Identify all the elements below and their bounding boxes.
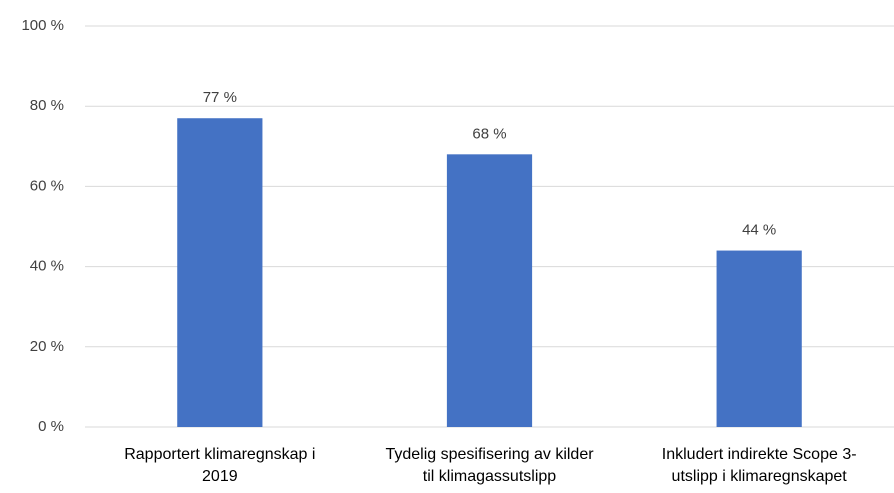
y-tick-label: 0 % [38, 418, 64, 435]
x-tick-label: Inkludert indirekte Scope 3- utslipp i k… [661, 446, 857, 485]
value-label: 44 % [742, 222, 776, 239]
y-tick-label: 40 % [30, 258, 64, 275]
x-tick-label: Tydelig spesifisering av kilder til klim… [385, 446, 594, 485]
bar [177, 118, 263, 427]
bar [716, 250, 802, 427]
value-label: 68 % [472, 125, 506, 142]
y-tick-label: 60 % [30, 177, 64, 194]
bar [446, 154, 533, 427]
x-tick-label: Rapportert klimaregnskap i 2019 [124, 446, 316, 485]
y-tick-label: 80 % [30, 97, 64, 114]
y-tick-label: 100 % [21, 17, 64, 34]
y-tick-label: 20 % [30, 338, 64, 355]
value-label: 77 % [203, 89, 237, 106]
